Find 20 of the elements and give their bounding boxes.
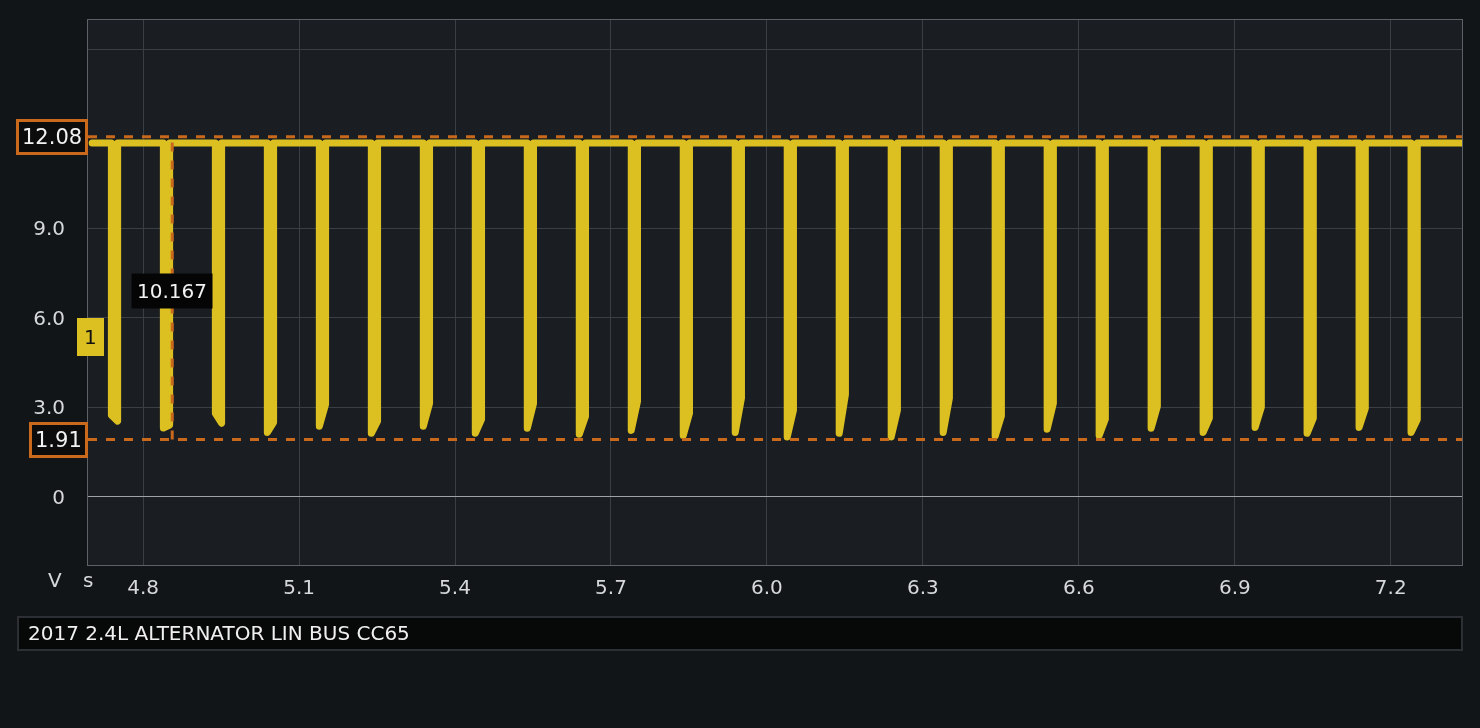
x-tick-label: 6.0	[751, 575, 783, 599]
x-tick-label: 6.9	[1218, 575, 1251, 599]
x-tick-label: 4.8	[127, 575, 160, 599]
x-tick-label: 6.3	[906, 575, 939, 599]
x-tick-label: 5.7	[595, 575, 627, 599]
x-axis-title: s	[83, 568, 94, 592]
y-tick-label: 6.0	[33, 305, 65, 330]
x-tick-label: 5.4	[439, 575, 471, 599]
x-tick-label: 6.6	[1062, 575, 1095, 599]
series-label: 1	[84, 325, 97, 349]
y-axis-title: V	[48, 568, 62, 592]
annotation: 10.167	[137, 279, 207, 303]
y-tick-label: 3.0	[33, 395, 65, 420]
y-tick-label: 0	[52, 484, 65, 509]
text: 2017 2.4L ALTERNATOR LIN BUS CC65	[28, 621, 410, 645]
x-tick-label: 5.1	[283, 575, 315, 599]
ref-line-label: 1.91	[35, 428, 82, 452]
x-tick-label: 7.2	[1374, 575, 1407, 599]
y-tick-label: 9.0	[33, 216, 65, 241]
ref-line-label: 12.08	[22, 125, 83, 149]
